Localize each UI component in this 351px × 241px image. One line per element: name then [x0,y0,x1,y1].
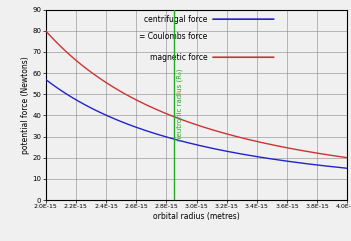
Text: = Coulombs force: = Coulombs force [139,33,207,41]
Text: centrifugal force: centrifugal force [144,15,207,24]
X-axis label: orbital radius (metres): orbital radius (metres) [153,212,240,221]
Text: magnetic force: magnetic force [150,54,207,62]
Text: neutronic radius (R₀): neutronic radius (R₀) [177,69,184,141]
Y-axis label: potential force (Newtons): potential force (Newtons) [21,56,30,154]
